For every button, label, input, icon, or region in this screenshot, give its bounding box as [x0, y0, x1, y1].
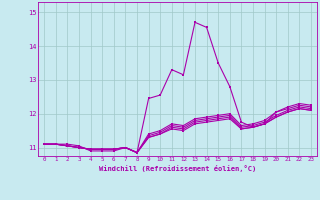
X-axis label: Windchill (Refroidissement éolien,°C): Windchill (Refroidissement éolien,°C) — [99, 165, 256, 172]
